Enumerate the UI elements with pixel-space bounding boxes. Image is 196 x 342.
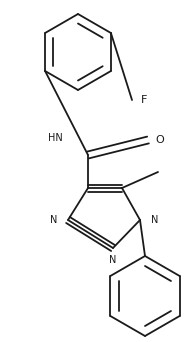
Text: N: N: [109, 255, 117, 265]
Text: F: F: [141, 95, 147, 105]
Text: N: N: [50, 215, 58, 225]
Text: O: O: [156, 135, 164, 145]
Text: HN: HN: [48, 133, 62, 143]
Text: N: N: [151, 215, 159, 225]
